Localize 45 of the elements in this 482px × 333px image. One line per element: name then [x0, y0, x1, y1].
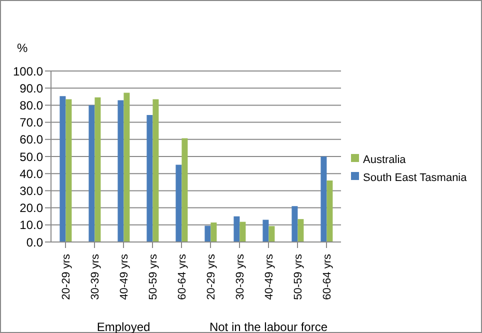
x-tick-label: 40-49 yrs: [118, 254, 130, 300]
bar: [146, 114, 153, 242]
bar: [88, 105, 95, 242]
bar: [320, 156, 327, 242]
y-tick-label: 20.0: [20, 201, 44, 216]
bar: [182, 138, 188, 242]
bar: [66, 99, 72, 242]
x-tick-label: 60-64 yrs: [176, 254, 188, 300]
x-tick-label: 30-39 yrs: [90, 254, 102, 300]
x-tick-label: 60-64 yrs: [322, 254, 334, 300]
y-tick-label: 60.0: [20, 132, 44, 147]
bar: [176, 164, 182, 242]
x-tick-label: 40-49 yrs: [264, 254, 276, 300]
bar: [298, 219, 304, 242]
x-tick-label: 50-59 yrs: [292, 254, 304, 300]
bar: [94, 97, 101, 242]
y-tick-label: 50.0: [20, 150, 44, 164]
y-tick-label: 80.0: [20, 98, 44, 112]
bar: [118, 100, 124, 242]
bar: [210, 222, 217, 242]
bar: [240, 222, 246, 242]
bar: [326, 180, 333, 242]
text: Not in the labour force: [208, 320, 329, 333]
legend-label: Australia: [363, 154, 406, 166]
x-tick-label: 20-29 yrs: [60, 254, 72, 300]
bar: [60, 96, 66, 242]
y-tick-label: 30.0: [20, 184, 44, 198]
bar: [292, 206, 298, 242]
y-tick-label: 40.0: [20, 166, 44, 181]
legend-label: South East Tasmania: [363, 172, 467, 184]
bar: [262, 220, 269, 242]
x-tick-label: 30-39 yrs: [234, 254, 246, 300]
y-tick-label: 90.0: [20, 81, 44, 96]
y-tick-label: 100.0: [12, 64, 44, 78]
bar: [234, 216, 240, 242]
bar: [152, 99, 159, 242]
x-tick-label: 20-29 yrs: [206, 254, 218, 300]
x-tick-label: 50-59 yrs: [148, 254, 160, 300]
bar: [124, 92, 130, 242]
bar: [204, 226, 211, 242]
y-tick-label: 10.0: [20, 218, 44, 232]
y-axis-title: %: [17, 41, 28, 55]
y-tick-label: 0.0: [26, 235, 44, 250]
y-tick-label: 70.0: [20, 116, 44, 130]
bar: [268, 226, 275, 242]
